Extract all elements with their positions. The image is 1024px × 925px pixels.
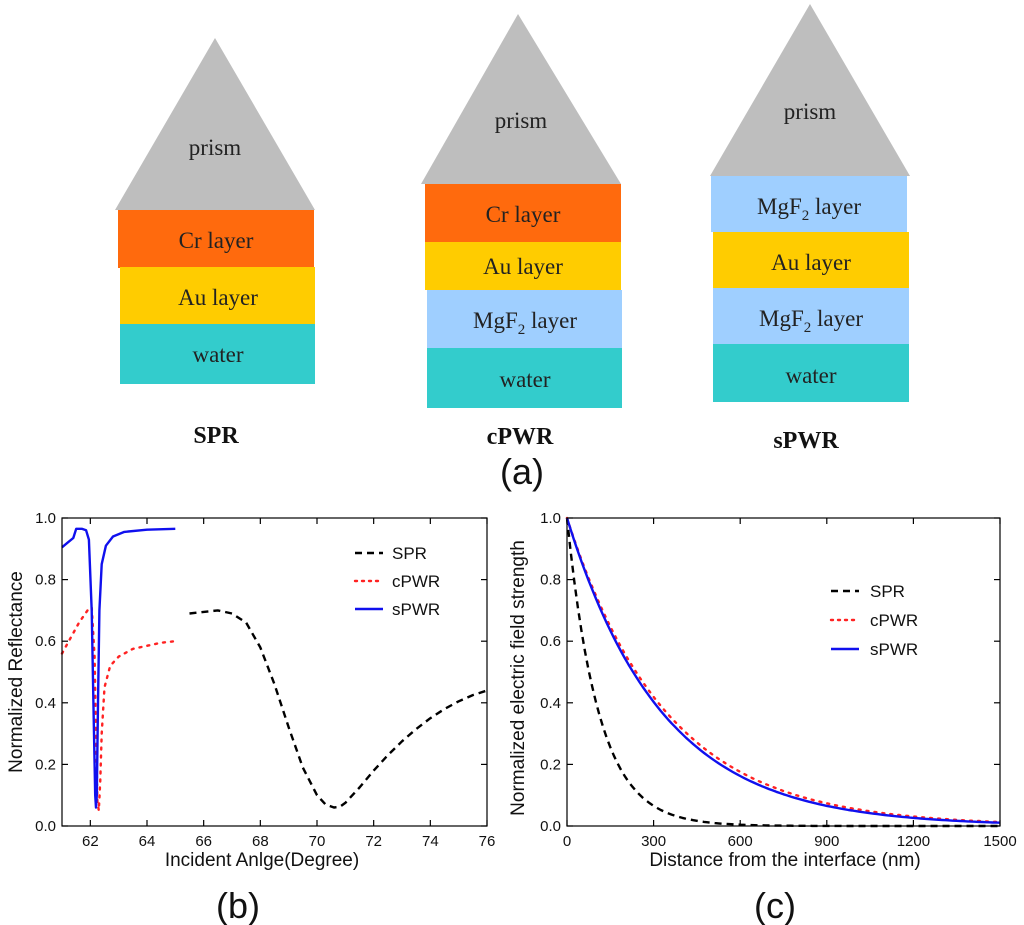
b-legend-label-spr: SPR [392, 544, 427, 563]
layer-label-au-cpwr: Au layer [483, 254, 563, 279]
layer-label-water-cpwr: water [499, 367, 550, 392]
b-plot-frame [61, 517, 488, 827]
panel-label-b: (b) [216, 885, 260, 925]
layer-label-au-spwr: Au layer [771, 250, 851, 275]
c-series-spwr [565, 517, 1001, 824]
b-x-tick-label: 66 [195, 833, 212, 850]
b-y-tick-label: 0.6 [35, 633, 56, 650]
c-legend-label-cpwr: cPWR [870, 611, 918, 630]
c-y-tick-label: 0.6 [540, 633, 561, 650]
b-x-tick-label: 72 [365, 833, 382, 850]
prism-label-spwr: prism [784, 99, 837, 124]
layer-label-water-spwr: water [785, 363, 836, 388]
layer-mgf2-top-spwr [711, 176, 907, 232]
reflectance-chart: 62 64 66 68 70 72 74 76 0.0 0.2 0.4 0.6 0.8 1.0 Inci… [6, 510, 495, 925]
c-legend-label-spwr: sPWR [870, 640, 918, 659]
b-series-cpwr [60, 606, 177, 812]
structure-spwr: prism MgF2 layer Au layer MgF2 layer wat… [710, 4, 910, 454]
c-y-axis-title: Normalized electric field strength [508, 540, 529, 816]
c-y-tick-label: 0.8 [540, 572, 561, 589]
layer-label-mgf2-top-spwr: MgF2 layer [757, 194, 861, 224]
b-series-spr [189, 609, 488, 809]
b-y-tick-label: 1.0 [35, 510, 56, 527]
b-y-tick-labels: 0.0 0.2 0.4 0.6 0.8 1.0 [35, 510, 56, 835]
structure-cpwr: prism Cr layer Au layer MgF2 layer water… [421, 14, 622, 450]
b-y-tick-label: 0.4 [35, 695, 56, 712]
layer-mgf2-cpwr [427, 290, 622, 348]
c-x-tick-label: 1200 [897, 833, 930, 850]
b-x-tick-label: 74 [422, 833, 439, 850]
c-x-tick-label: 1500 [983, 833, 1016, 850]
layer-label-mgf2-bottom-spwr: MgF2 layer [759, 306, 863, 336]
structure-title-spr: SPR [193, 423, 239, 449]
field-strength-chart: 0 300 600 900 1200 1500 0.0 0.2 0.4 0.6 0.8 1.0 Di… [508, 510, 1017, 925]
layer-cr-cpwr [425, 184, 621, 242]
structure-title-cpwr: cPWR [487, 424, 554, 450]
layer-au-spwr [713, 232, 909, 288]
c-x-axis-title: Distance from the interface (nm) [649, 850, 920, 871]
b-x-tick-label: 68 [252, 833, 269, 850]
layer-cr-spr [118, 210, 314, 268]
layer-mgf2-bottom-spwr [713, 288, 909, 344]
c-series [565, 516, 1002, 828]
prism-spwr [710, 4, 910, 176]
prism-label-cpwr: prism [495, 108, 548, 133]
layer-au-cpwr [425, 242, 621, 290]
b-x-tick-label: 62 [82, 833, 99, 850]
c-x-tick-label: 300 [641, 833, 666, 850]
b-x-tick-label: 76 [479, 833, 496, 850]
c-legend: SPR cPWR sPWR [829, 582, 918, 659]
b-series-spwr [61, 527, 176, 809]
b-legend: SPR cPWR sPWR [353, 544, 440, 619]
c-x-tick-label: 900 [814, 833, 839, 850]
c-y-tick-label: 0.4 [540, 695, 561, 712]
b-x-tick-label: 64 [139, 833, 156, 850]
panel-label-c: (c) [754, 885, 796, 925]
c-x-tick-label: 600 [728, 833, 753, 850]
layer-water-spwr [713, 344, 909, 402]
c-y-tick-label: 0.0 [540, 818, 561, 835]
b-y-tick-label: 0.8 [35, 572, 56, 589]
c-plot-frame [566, 517, 1001, 827]
b-legend-label-cpwr: cPWR [392, 572, 440, 591]
c-x-tick-labels: 0 300 600 900 1200 1500 [563, 833, 1017, 850]
prism-label-spr: prism [189, 135, 242, 160]
b-x-tick-labels: 62 64 66 68 70 72 74 76 [82, 833, 495, 850]
b-series [60, 527, 488, 812]
c-series-cpwr [565, 516, 1002, 824]
c-y-tick-label: 0.2 [540, 756, 561, 773]
prism-cpwr [421, 14, 621, 184]
c-legend-label-spr: SPR [870, 582, 905, 601]
layer-label-water-spr: water [192, 342, 243, 367]
layer-label-cr-cpwr: Cr layer [486, 202, 561, 227]
b-y-tick-label: 0.0 [35, 818, 56, 835]
prism-spr [115, 38, 315, 210]
b-ticks [62, 517, 488, 827]
c-series-spr [565, 517, 1000, 828]
layer-au-spr [120, 267, 315, 325]
b-x-axis-title: Incident Anlge(Degree) [165, 850, 359, 871]
layer-water-cpwr [427, 348, 622, 408]
c-x-tick-label: 0 [563, 833, 571, 850]
c-y-tick-label: 1.0 [540, 510, 561, 527]
b-legend-label-spwr: sPWR [392, 600, 440, 619]
c-y-tick-labels: 0.0 0.2 0.4 0.6 0.8 1.0 [540, 510, 561, 835]
layer-water-spr [120, 324, 315, 384]
layer-label-au-spr: Au layer [178, 285, 258, 310]
structure-spr: prism Cr layer Au layer water SPR [115, 38, 315, 449]
b-x-tick-label: 70 [309, 833, 326, 850]
layer-label-mgf2-cpwr: MgF2 layer [473, 308, 577, 338]
b-y-axis-title: Normalized Reflectance [6, 571, 27, 773]
b-y-tick-label: 0.2 [35, 756, 56, 773]
panel-label-a: (a) [500, 451, 544, 492]
structure-title-spwr: sPWR [773, 428, 839, 454]
layer-label-cr-spr: Cr layer [179, 228, 254, 253]
